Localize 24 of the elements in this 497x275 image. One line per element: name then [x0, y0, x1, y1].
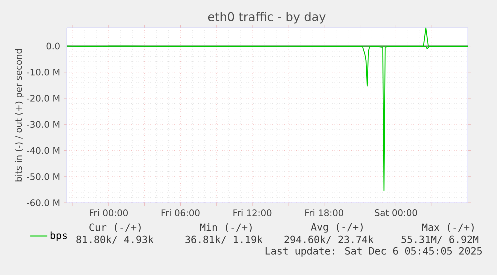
- x-tick-label: Fri 12:00: [234, 210, 272, 216]
- x-tick-label: Fri 06:00: [162, 210, 200, 216]
- legend-label: bps: [50, 232, 67, 242]
- y-axis-title: bits in (-) / out (+) per second: [15, 49, 24, 182]
- y-tick-label: -30.0 M: [27, 121, 60, 128]
- x-tick-label: Sat 00:00: [375, 210, 418, 216]
- text: Cur (-/+): [90, 224, 141, 232]
- x-tick-label: Fri 18:00: [306, 210, 344, 216]
- text: Min (-/+): [200, 224, 252, 232]
- y-tick-label: -50.0 M: [27, 173, 60, 180]
- y-tick-label: 0.0: [46, 42, 60, 50]
- text: Avg (-/+): [311, 223, 363, 233]
- text: 81.80k/ 4.93k: [76, 236, 154, 244]
- text: 36.81k/ 1.19k: [186, 236, 263, 244]
- y-tick-label: -10.0 M: [27, 69, 60, 76]
- y-tick-label: -60.0 M: [27, 200, 60, 206]
- chart-title: eth0 traffic - by day: [208, 12, 326, 24]
- text: Max (-/+): [422, 224, 474, 232]
- text: 55.31M/ 6.92M: [402, 236, 479, 244]
- text: Last update: Sat Dec 6 05:45:05 2025: [266, 247, 482, 257]
- y-tick-label: -20.0 M: [27, 95, 60, 102]
- y-tick-label: -40.0 M: [27, 147, 60, 154]
- x-tick-label: Fri 00:00: [90, 210, 128, 216]
- text: 294.60k/ 23.74k: [284, 236, 374, 244]
